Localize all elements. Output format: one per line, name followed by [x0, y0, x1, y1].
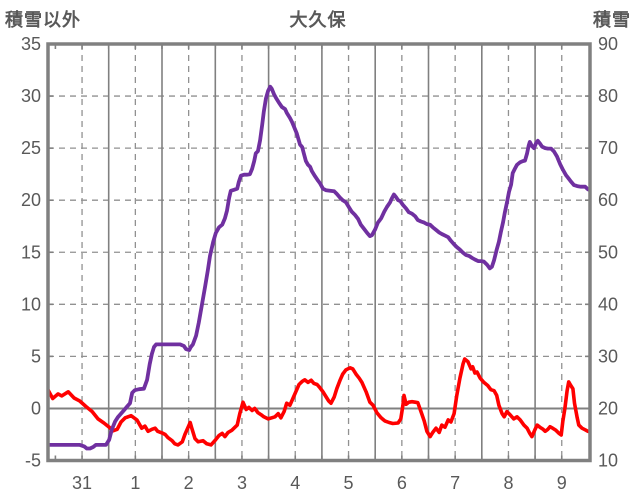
left-axis-tick-label: 15	[21, 242, 41, 262]
x-axis-tick-label: 2	[184, 473, 194, 493]
right-axis-tick-label: 80	[598, 86, 618, 106]
left-axis-tick-label: -5	[25, 451, 41, 471]
right-axis-tick-label: 70	[598, 138, 618, 158]
right-axis-tick-label: 60	[598, 190, 618, 210]
red-series-line	[48, 357, 590, 447]
left-axis-tick-label: 0	[31, 398, 41, 418]
right-axis-tick-label: 90	[598, 34, 618, 54]
right-axis-tick-label: 30	[598, 346, 618, 366]
left-axis-title: 積雪以外	[5, 10, 81, 30]
right-axis-tick-label: 20	[598, 398, 618, 418]
x-axis-tick-label: 8	[503, 473, 513, 493]
right-axis-tick-label: 40	[598, 294, 618, 314]
x-axis-tick-label: 4	[290, 473, 300, 493]
x-axis-tick-label: 31	[72, 473, 92, 493]
left-axis-tick-label: 10	[21, 294, 41, 314]
left-axis-tick-label: 5	[31, 346, 41, 366]
series-group	[48, 84, 590, 451]
x-axis-tick-label: 3	[237, 473, 247, 493]
left-axis-tick-label: 20	[21, 190, 41, 210]
x-axis-tick-label: 5	[344, 473, 354, 493]
left-axis-tick-label: 35	[21, 34, 41, 54]
right-axis-tick-label: 10	[598, 451, 618, 471]
left-axis-tick-label: 25	[21, 138, 41, 158]
plot-border	[46, 42, 592, 463]
x-axis-tick-label: 1	[130, 473, 140, 493]
right-axis-tick-label: 50	[598, 242, 618, 262]
x-axis-tick-label: 6	[397, 473, 407, 493]
x-axis-tick-label: 9	[557, 473, 567, 493]
right-axis-title: 積雪	[593, 10, 631, 30]
left-axis-tick-label: 30	[21, 86, 41, 106]
x-axis-tick-label: 7	[450, 473, 460, 493]
chart-title: 大久保	[289, 10, 347, 30]
purple-series-line	[48, 84, 590, 451]
